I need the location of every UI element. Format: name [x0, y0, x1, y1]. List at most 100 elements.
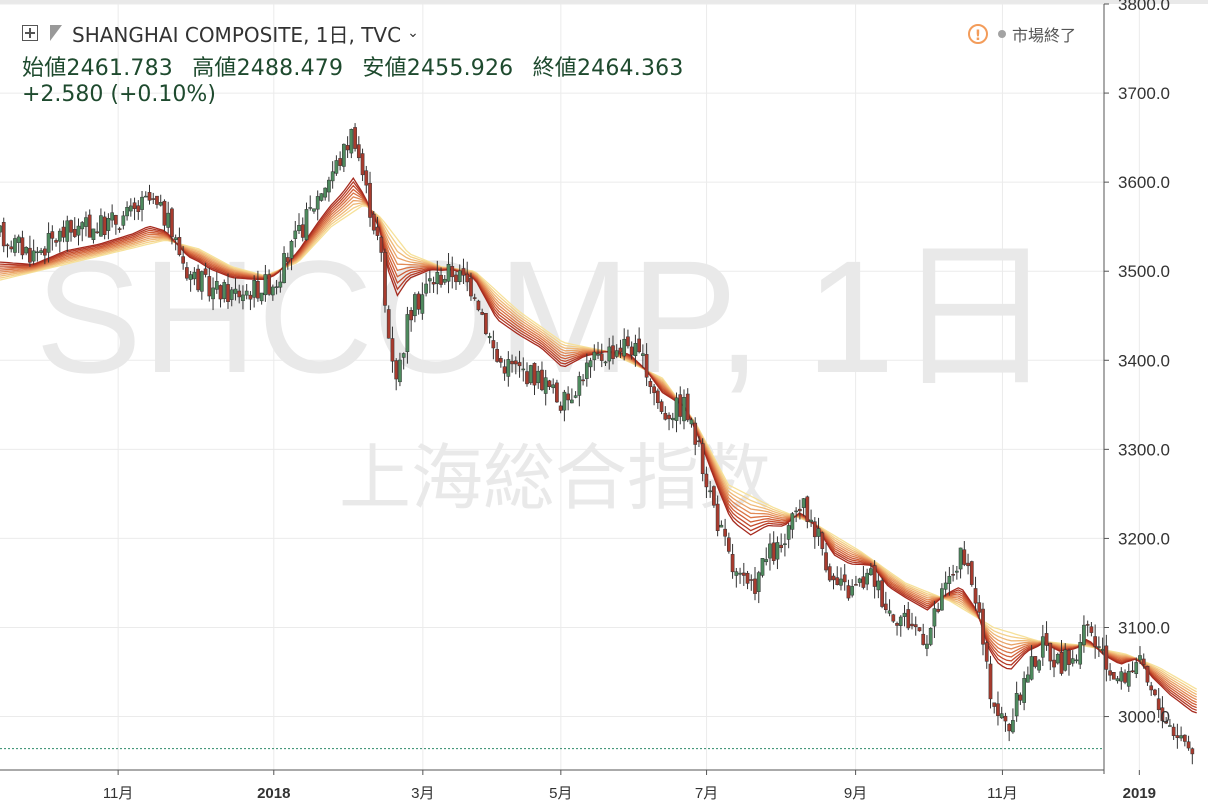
- chevron-down-icon[interactable]: ⌄: [407, 25, 419, 41]
- candle-body: [420, 294, 425, 314]
- candle-body: [704, 473, 709, 488]
- candle-body: [413, 294, 417, 317]
- candle-body: [211, 287, 215, 300]
- candle-body: [69, 220, 73, 233]
- candle-body: [327, 179, 331, 193]
- candle-body: [1029, 656, 1034, 680]
- price-axis[interactable]: 3000.0 3100.0 3200.0 3300.0 3400.0 3500.0 3600…: [1103, 0, 1170, 774]
- candle-body: [353, 127, 357, 149]
- candle-body: [140, 196, 144, 210]
- candle-body: [532, 362, 537, 386]
- candle-body: [43, 248, 47, 256]
- candle-body: [214, 281, 219, 290]
- low-value: 2455.926: [406, 56, 514, 81]
- price-tick-label: 3100.0: [1118, 618, 1170, 637]
- candle-body: [323, 187, 328, 198]
- candle-body: [547, 380, 552, 387]
- time-tick-label: 11月: [987, 785, 1018, 802]
- candle-body: [472, 297, 477, 299]
- candle-body: [450, 266, 455, 278]
- candle-body: [360, 153, 365, 176]
- candle-body: [1093, 636, 1097, 647]
- candle-body: [715, 503, 720, 532]
- candle-body: [203, 268, 208, 275]
- expand-plus-icon[interactable]: [22, 25, 38, 41]
- candle-body: [282, 253, 286, 284]
- candle-body: [371, 213, 376, 231]
- candle-body: [330, 171, 335, 182]
- candle-body: [618, 347, 623, 353]
- candle-body: [835, 577, 840, 585]
- candle-body: [1164, 721, 1169, 724]
- candle-body: [783, 543, 787, 545]
- candle-body: [304, 209, 309, 240]
- candle-body: [297, 225, 301, 232]
- candle-body: [102, 216, 107, 236]
- candle-body: [988, 663, 993, 700]
- market-status: ! 市場終了: [968, 22, 1076, 46]
- candle-body: [726, 537, 731, 552]
- candle-body: [1037, 660, 1041, 671]
- candle-body: [521, 368, 526, 371]
- candle-body: [581, 379, 585, 382]
- candle-body: [1171, 726, 1176, 736]
- candle-body: [629, 346, 634, 356]
- candle-body: [173, 237, 178, 240]
- candle-body: [981, 608, 985, 645]
- candle-body: [117, 228, 122, 230]
- candle-body: [293, 230, 298, 239]
- candle-body: [334, 160, 339, 174]
- candle-body: [177, 237, 182, 256]
- candle-body: [566, 393, 570, 401]
- candle-body: [555, 382, 559, 403]
- candle-body: [992, 702, 997, 707]
- candle-body: [854, 584, 858, 586]
- candle-body: [588, 360, 593, 368]
- candle-body: [969, 561, 974, 585]
- price-tick-label: 3800.0: [1118, 0, 1170, 14]
- candle-body: [1119, 671, 1124, 682]
- candle-body: [760, 558, 765, 576]
- candle-body: [573, 395, 578, 398]
- candle-body: [932, 608, 937, 627]
- candle-body: [394, 360, 399, 380]
- candle-body: [338, 158, 342, 166]
- candle-body: [349, 129, 354, 154]
- candle-body: [185, 267, 189, 279]
- candle-body: [966, 562, 970, 567]
- candle-body: [188, 274, 193, 280]
- candle-body: [603, 361, 608, 364]
- candle-body: [368, 182, 372, 218]
- candle-body: [1153, 689, 1157, 696]
- candle-body: [756, 572, 761, 592]
- candle-body: [936, 608, 941, 612]
- candle-body: [775, 542, 780, 560]
- candle-body: [984, 642, 989, 662]
- candle-body: [738, 572, 742, 575]
- candle-body: [1085, 624, 1090, 626]
- candle-body: [1055, 654, 1060, 664]
- flag-icon[interactable]: [50, 25, 62, 41]
- candle-body: [319, 193, 324, 201]
- candle-body: [685, 393, 690, 421]
- candle-body: [61, 226, 66, 238]
- candle-body: [76, 225, 81, 236]
- candle-body: [390, 338, 395, 362]
- time-axis[interactable]: 11月 2018 3月 5月 7月 9月 11月 2019: [0, 769, 1156, 802]
- candle-body: [614, 350, 619, 357]
- candle-body: [54, 240, 58, 243]
- candle-body: [951, 574, 955, 576]
- candle-body: [1149, 685, 1154, 691]
- candle-body: [196, 268, 200, 291]
- candle-body: [1134, 662, 1139, 674]
- candle-body: [241, 294, 245, 302]
- candle-body: [805, 496, 810, 522]
- candle-body: [110, 212, 114, 221]
- candle-body: [233, 288, 238, 294]
- candle-body: [839, 578, 843, 586]
- symbol-title[interactable]: SHANGHAI COMPOSITE, 1日, TVC: [72, 22, 402, 47]
- candle-body: [611, 345, 615, 359]
- warning-icon[interactable]: !: [968, 24, 988, 44]
- candle-body: [1126, 671, 1131, 687]
